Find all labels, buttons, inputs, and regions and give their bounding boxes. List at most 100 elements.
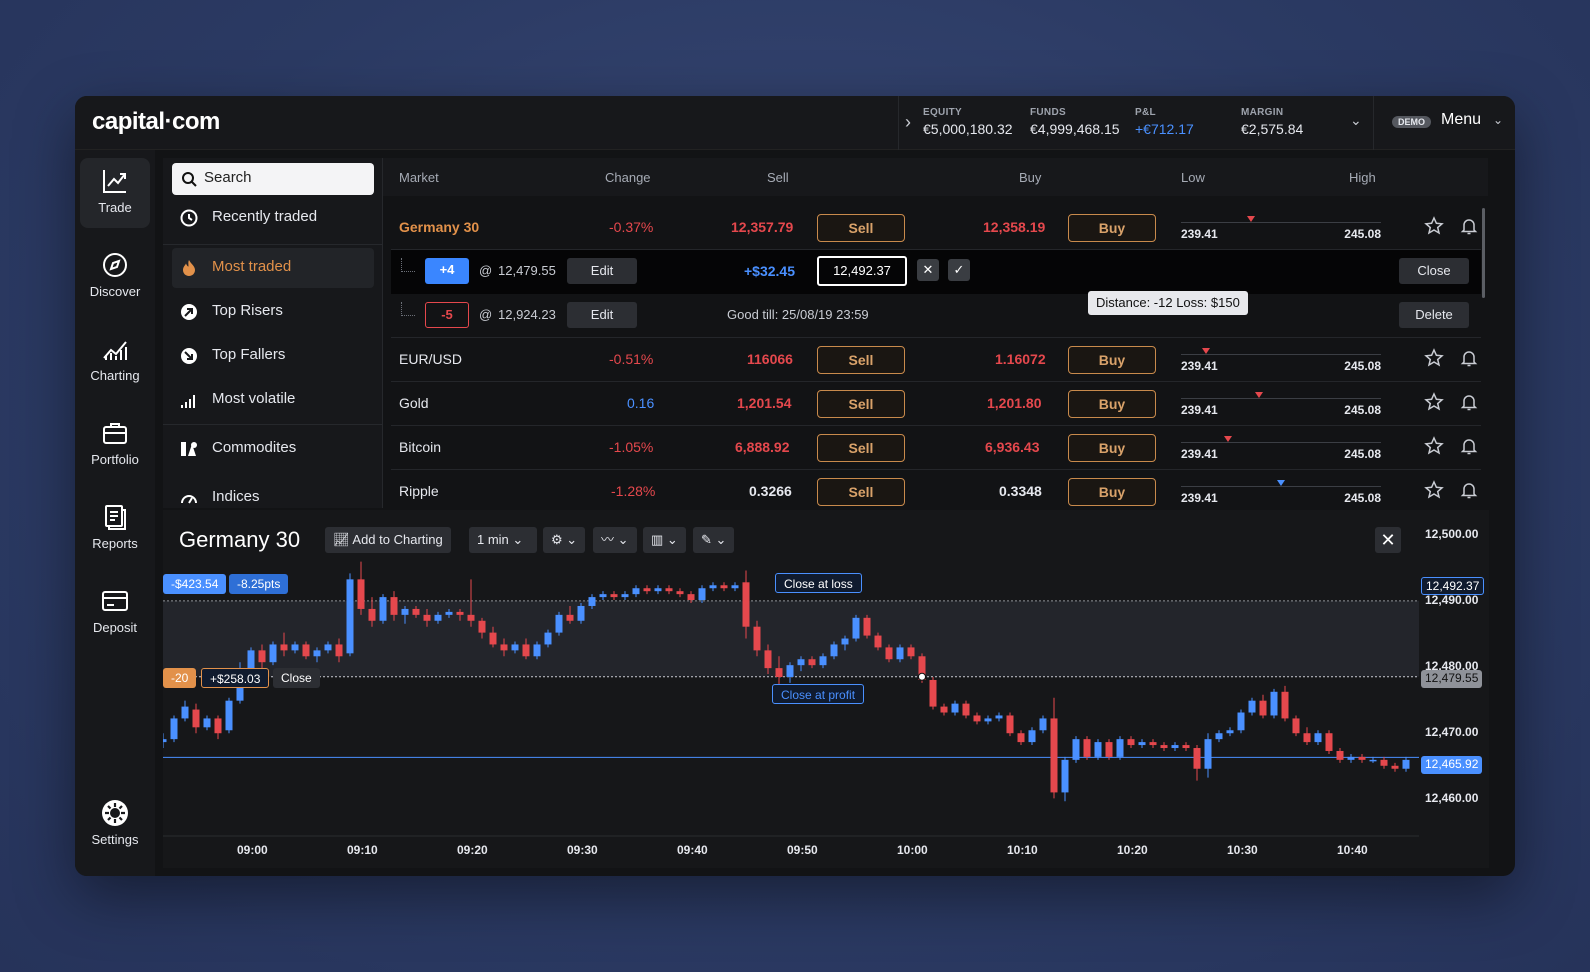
candle (1369, 756, 1377, 763)
candle-body (687, 594, 695, 601)
col-buy[interactable]: Buy (1019, 170, 1042, 185)
current-price-tag: 12,465.92 (1421, 756, 1483, 774)
table-row[interactable]: EUR/USD -0.51% 116066 Sell 1.16072 Buy 2… (391, 338, 1481, 382)
nav-deposit-label: Deposit (92, 620, 138, 635)
candle (335, 638, 343, 663)
sidebar-item-commodities[interactable]: Commodites (172, 429, 374, 469)
chevron-down-icon[interactable]: ⌄ (1493, 113, 1504, 127)
candle (544, 629, 552, 648)
buy-button[interactable]: Buy (1068, 390, 1156, 418)
indicators-dropdown[interactable]: 〰 ⌄ (593, 527, 637, 553)
sidebar-item-top-fallers[interactable]: Top Fallers (172, 336, 374, 376)
nav-charting[interactable]: Charting (80, 326, 150, 396)
chart-type-dropdown[interactable]: ▥ ⌄ (643, 527, 686, 553)
stop-loss-input[interactable]: 12,492.37 (817, 256, 907, 286)
col-sell[interactable]: Sell (767, 170, 789, 185)
sidebar-item-most-volatile[interactable]: Most volatile (172, 380, 374, 420)
close-position-button[interactable]: Close (1399, 258, 1469, 284)
scrollbar[interactable] (1482, 208, 1485, 298)
sell-button[interactable]: Sell (817, 478, 905, 506)
market-name[interactable]: Bitcoin (399, 439, 442, 455)
candle-body (478, 620, 486, 633)
bell-icon[interactable] (1459, 216, 1479, 236)
col-high[interactable]: High (1349, 170, 1376, 185)
candle-body (951, 703, 959, 713)
col-market[interactable]: Market (399, 170, 439, 185)
col-low[interactable]: Low (1181, 170, 1205, 185)
close-at-loss-handle[interactable]: Close at loss (775, 573, 862, 593)
table-row[interactable]: Ripple -1.28% 0.3266 Sell 0.3348 Buy 239… (391, 470, 1481, 508)
table-row[interactable]: Bitcoin -1.05% 6,888.92 Sell 6,936.43 Bu… (391, 426, 1481, 470)
candle (390, 591, 398, 621)
sidebar-item-top-risers[interactable]: Top Risers (172, 292, 374, 332)
sell-button[interactable]: Sell (817, 214, 905, 242)
close-chart-button[interactable]: ✕ (1375, 527, 1401, 553)
sidebar-item-indices[interactable]: Indices (172, 478, 374, 518)
demo-badge: DEMO (1392, 116, 1431, 128)
compass-icon (103, 253, 127, 277)
star-icon[interactable] (1424, 216, 1444, 236)
sell-button[interactable]: Sell (817, 434, 905, 462)
drawing-tools-dropdown[interactable]: ✎ ⌄ (693, 527, 735, 553)
buy-button[interactable]: Buy (1068, 346, 1156, 374)
chevron-down-icon[interactable]: ⌄ (1350, 112, 1362, 128)
candle-body (390, 597, 398, 615)
sidebar-item-recently-traded[interactable]: Recently traded (172, 198, 374, 238)
candle (302, 641, 310, 660)
col-change[interactable]: Change (605, 170, 651, 185)
star-icon[interactable] (1424, 436, 1444, 456)
position-row[interactable]: -5 @ 12,924.23 Edit Good till: 25/08/19 … (391, 294, 1481, 338)
menu-button[interactable]: Menu (1441, 111, 1482, 128)
candle (1237, 709, 1245, 734)
margin-label: MARGIN (1241, 107, 1284, 118)
cancel-button[interactable]: ✕ (917, 259, 939, 281)
edit-button[interactable]: Edit (567, 258, 637, 284)
nav-reports[interactable]: Reports (80, 494, 150, 564)
buy-button[interactable]: Buy (1068, 214, 1156, 242)
search-input[interactable]: Search (172, 163, 374, 195)
settings-dropdown[interactable]: ⚙ ⌄ (543, 527, 586, 553)
x-tick-label: 09:30 (567, 843, 598, 857)
candle (1127, 736, 1135, 749)
market-name[interactable]: Ripple (399, 483, 439, 499)
x-tick-label: 10:40 (1337, 843, 1368, 857)
close-at-profit-handle[interactable]: Close at profit (772, 684, 865, 704)
candle (192, 703, 200, 734)
chevron-right-icon[interactable]: › (905, 112, 911, 132)
nav-trade[interactable]: Trade (80, 158, 150, 228)
nav-discover[interactable]: Discover (80, 242, 150, 312)
bell-icon[interactable] (1459, 348, 1479, 368)
buy-button[interactable]: Buy (1068, 434, 1156, 462)
sell-button[interactable]: Sell (817, 346, 905, 374)
bell-icon[interactable] (1459, 480, 1479, 500)
bell-icon[interactable] (1459, 392, 1479, 412)
add-to-charting-button[interactable]: 📈︎ Add to Charting (325, 527, 451, 553)
sell-button[interactable]: Sell (817, 390, 905, 418)
star-icon[interactable] (1424, 392, 1444, 412)
table-row[interactable]: Germany 30 -0.37% 12,357.79 Sell 12,358.… (391, 206, 1481, 250)
bell-icon[interactable] (1459, 436, 1479, 456)
candle (291, 641, 299, 654)
delete-order-button[interactable]: Delete (1399, 302, 1469, 328)
market-name[interactable]: Gold (399, 395, 429, 411)
table-row[interactable]: Gold 0.16 1,201.54 Sell 1,201.80 Buy 239… (391, 382, 1481, 426)
nav-portfolio[interactable]: Portfolio (80, 410, 150, 480)
nav-deposit[interactable]: Deposit (80, 578, 150, 648)
candle (1292, 715, 1300, 737)
sidebar-item-most-traded[interactable]: Most traded (172, 248, 374, 288)
star-icon[interactable] (1424, 480, 1444, 500)
nav-settings[interactable]: Settings (80, 790, 150, 860)
interval-select[interactable]: 1 min ⌄ (469, 527, 537, 553)
confirm-button[interactable]: ✓ (948, 259, 970, 281)
candlestick-chart[interactable] (163, 510, 1423, 840)
funds-summary: FUNDS €4,999,468.15 (1030, 107, 1120, 137)
brand-logo[interactable]: capital·com (92, 108, 220, 135)
edit-button[interactable]: Edit (567, 302, 637, 328)
market-name[interactable]: EUR/USD (399, 351, 463, 367)
position-row[interactable]: +4 @ 12,479.55 Edit +$32.45 12,492.37 ✕ … (391, 250, 1481, 294)
star-icon[interactable] (1424, 348, 1444, 368)
market-name[interactable]: Germany 30 (399, 219, 480, 235)
close-entry-button[interactable]: Close (273, 668, 320, 688)
buy-button[interactable]: Buy (1068, 478, 1156, 506)
candle (940, 703, 948, 716)
